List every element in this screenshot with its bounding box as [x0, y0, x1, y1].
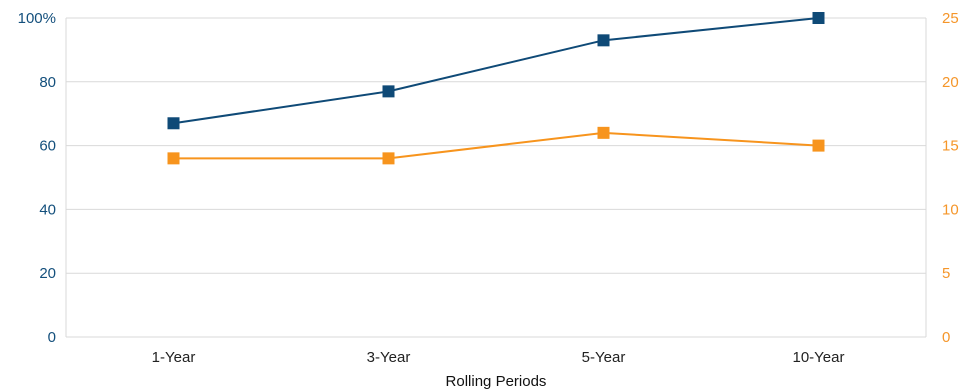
- left-axis-ticks: 0 20 40 60 80 100%: [18, 10, 56, 346]
- gridlines: [65, 17, 927, 338]
- x-tick-label: 5-Year: [582, 349, 626, 366]
- series-0-point: [167, 117, 180, 130]
- series-0-point: [382, 85, 395, 98]
- left-tick-label: 20: [39, 265, 56, 282]
- series-1-line: [173, 131, 819, 160]
- left-tick-label: 60: [39, 138, 56, 155]
- series-1-point: [812, 139, 825, 152]
- right-axis-ticks: 0 5 10 15 20 25: [942, 10, 959, 346]
- right-tick-label: 20: [942, 74, 959, 91]
- left-tick-label: 0: [48, 329, 56, 346]
- right-tick-label: 15: [942, 138, 959, 155]
- right-tick-label: 25: [942, 10, 959, 27]
- series-1-point: [597, 126, 610, 139]
- x-tick-label: 3-Year: [367, 349, 411, 366]
- right-tick-label: 0: [942, 329, 950, 346]
- series-1-point: [167, 152, 180, 165]
- series-0-point: [597, 34, 610, 47]
- left-tick-label: 100%: [18, 10, 56, 27]
- x-tick-label: 1-Year: [152, 349, 196, 366]
- x-axis-ticks: 1-Year 3-Year 5-Year 10-Year: [152, 349, 845, 366]
- series-group: [167, 12, 825, 165]
- series-1-point: [382, 152, 395, 165]
- series-0-line: [173, 17, 819, 125]
- right-tick-label: 10: [942, 201, 959, 218]
- left-tick-label: 40: [39, 201, 56, 218]
- x-tick-label: 10-Year: [793, 349, 845, 366]
- left-tick-label: 80: [39, 74, 56, 91]
- x-axis-title: Rolling Periods: [446, 373, 547, 390]
- series-0-point: [812, 12, 825, 24]
- right-tick-label: 5: [942, 265, 950, 282]
